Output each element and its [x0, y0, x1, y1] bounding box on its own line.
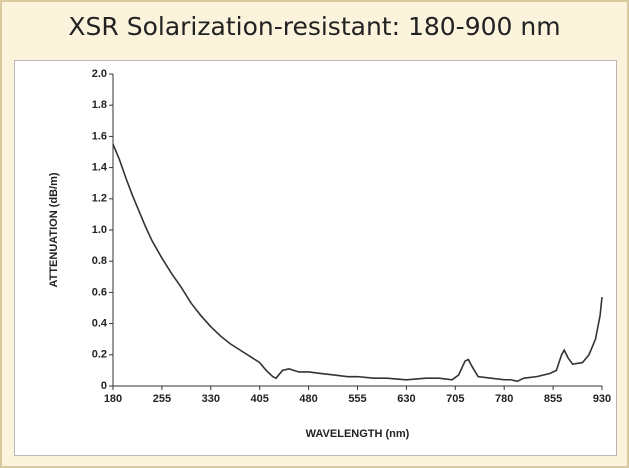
y-tick-label: 2.0 [92, 68, 107, 80]
y-tick-label: 0 [101, 380, 107, 392]
y-tick-label: 1.6 [92, 130, 107, 142]
x-tick-label: 330 [202, 393, 220, 405]
y-tick-label: 0.2 [92, 349, 107, 361]
x-tick-label: 180 [104, 393, 122, 405]
x-tick-label: 405 [251, 393, 269, 405]
x-tick-label: 255 [153, 393, 171, 405]
x-tick-label: 705 [446, 393, 464, 405]
chart: 0 0.2 0.4 0.6 0.8 1.0 1.2 1.4 1.6 1.8 2.0 180 255 330… [14, 60, 617, 456]
y-axis-label: ATTENUATION (dB/m) [48, 172, 60, 287]
panel [14, 60, 617, 456]
y-tick-label: 0.8 [92, 255, 107, 267]
y-tick-label: 1.8 [92, 99, 107, 111]
data-line [112, 143, 603, 383]
y-tick-label: 0.6 [92, 286, 107, 298]
x-axis-label: WAVELENGTH (nm) [306, 428, 410, 440]
x-tick-label: 930 [593, 393, 611, 405]
y-tick-label: 1.0 [92, 224, 107, 236]
x-tick-label: 630 [397, 393, 415, 405]
x-tick-label: 780 [495, 393, 513, 405]
y-tick-label: 1.2 [92, 193, 107, 205]
x-tick-label: 855 [544, 393, 562, 405]
x-tick-label: 480 [299, 393, 317, 405]
y-tick-label: 1.4 [92, 162, 108, 174]
x-tick-label: 555 [348, 393, 366, 405]
chart-title: XSR Solarization-resistant: 180-900 nm [68, 12, 561, 41]
y-tick-label: 0.4 [92, 318, 108, 330]
